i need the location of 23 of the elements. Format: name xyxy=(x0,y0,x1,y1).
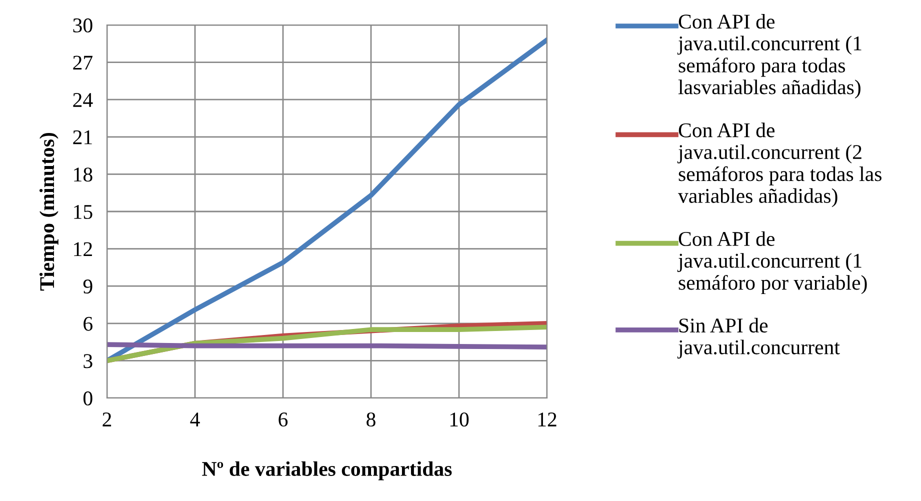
x-tick-label: 6 xyxy=(278,412,288,427)
y-axis-title: Tiempo (minutos) xyxy=(39,133,58,291)
y-tick-label: 30 xyxy=(73,18,92,32)
legend-label: Con API de java.util.concurrent (1 semáforo para todas lasvariables añadidas) xyxy=(677,14,862,98)
x-tick-label: 10 xyxy=(450,412,469,427)
y-tick-label: 24 xyxy=(73,93,93,107)
y-tick-label: 0 xyxy=(83,391,92,406)
y-tick-label: 6 xyxy=(84,316,92,331)
x-tick-label: 8 xyxy=(366,412,376,427)
x-axis-title: Nº de variables compartidas xyxy=(202,461,452,480)
y-tick-label: 3 xyxy=(84,354,92,368)
y-tick-label: 27 xyxy=(73,56,93,70)
y-tick-label: 9 xyxy=(83,280,92,294)
x-tick-label: 12 xyxy=(538,412,556,426)
legend-label: Sin API de java.util.concurrent xyxy=(677,318,840,359)
x-tick-label: 4 xyxy=(190,412,200,426)
x-tick-label: 2 xyxy=(102,412,112,426)
y-tick-label: 21 xyxy=(73,130,92,144)
y-tick-label: 18 xyxy=(74,168,92,182)
legend-label: Con API de java.util.concurrent (2 semáforos para todas las variables añadidas) xyxy=(677,122,882,208)
y-tick-label: 15 xyxy=(74,204,92,219)
y-tick-label: 12 xyxy=(74,242,92,256)
legend-label: Con API de java.util.concurrent (1 semáforo por variable) xyxy=(677,231,867,294)
